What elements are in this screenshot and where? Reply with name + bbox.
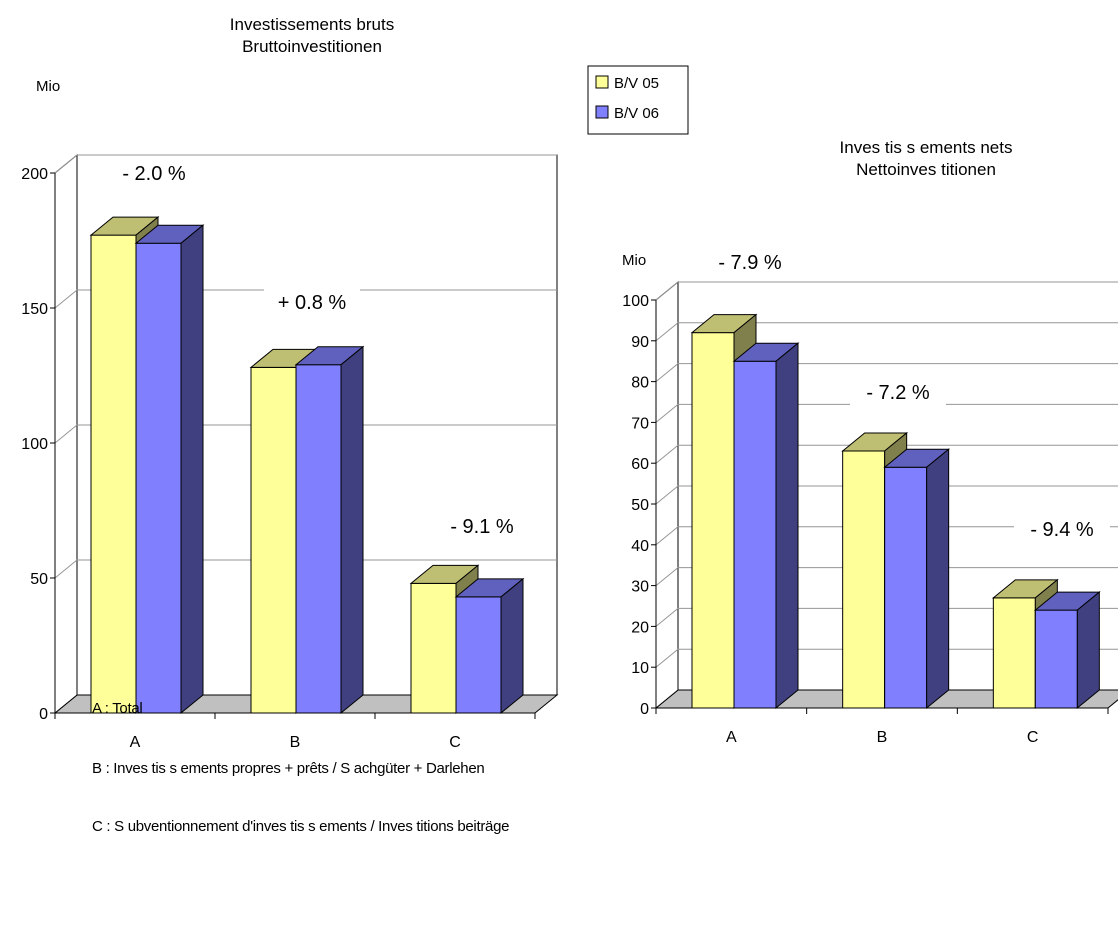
- bar-side: [775, 342, 799, 710]
- bar-side: [926, 448, 950, 710]
- bar-front: [884, 466, 928, 709]
- bar-front: [842, 450, 886, 709]
- y-tick-label: 50: [631, 497, 649, 514]
- annotation-bg: [434, 513, 530, 541]
- legend-label: B/V 05: [614, 75, 659, 92]
- annotation-bg: [850, 379, 946, 407]
- y-tick-label: 200: [21, 166, 48, 183]
- y-tick-label: 50: [30, 571, 48, 588]
- category-label: C: [1027, 729, 1039, 746]
- chart-net-investments: 0 10 20 30 40 50 60 70 80 90 100 Mio Inves tis s eme…: [622, 138, 1118, 746]
- gridline: [655, 648, 1118, 668]
- gridline: [655, 403, 1118, 423]
- gridline: [54, 424, 557, 444]
- category-label: B: [877, 729, 888, 746]
- bar-side: [340, 345, 364, 715]
- change-annotation: - 2.0 %: [122, 163, 186, 185]
- gridline: [54, 289, 557, 309]
- category-label: C: [449, 734, 461, 751]
- annotation-bg: [1014, 516, 1110, 544]
- chart-title: Inves tis s ements nets: [840, 138, 1013, 157]
- gridline: [54, 154, 557, 174]
- note-b: B : Inves tis s ements propres + prêts /…: [92, 760, 485, 777]
- bar-side: [1076, 591, 1100, 710]
- bar-front: [1034, 609, 1078, 709]
- bar-side: [500, 577, 524, 715]
- y-tick-label: 60: [631, 456, 649, 473]
- y-tick-label: 0: [640, 701, 649, 718]
- bar-front: [250, 366, 297, 714]
- annotation-bg: [264, 289, 360, 317]
- gridline: [655, 322, 1118, 342]
- legend-swatch: [595, 75, 609, 89]
- gridline: [655, 607, 1118, 627]
- legend-swatch: [595, 105, 609, 119]
- gridline: [655, 485, 1118, 505]
- bar-front: [410, 582, 457, 714]
- legend-label: B/V 06: [614, 105, 659, 122]
- note-a: A : Total: [92, 700, 143, 717]
- y-tick-label: 0: [39, 706, 48, 723]
- chart-title: Investissements bruts: [230, 15, 394, 34]
- change-annotation: - 9.4 %: [1030, 519, 1094, 541]
- category-label: A: [726, 729, 737, 746]
- y-axis-label: Mio: [36, 78, 60, 95]
- gridline: [655, 281, 1118, 301]
- change-annotation: + 0.8 %: [278, 292, 347, 314]
- y-tick-label: 40: [631, 538, 649, 555]
- y-tick-label: 20: [631, 619, 649, 636]
- category-label: B: [290, 734, 301, 751]
- gridline: [54, 559, 557, 579]
- note-c: C : S ubventionnement d'inves tis s emen…: [92, 818, 510, 835]
- chart-subtitle: Nettoinves titionen: [856, 160, 996, 179]
- bar-front: [992, 597, 1036, 709]
- legend: B/V 05 B/V 06: [587, 65, 689, 135]
- bar-front: [455, 596, 502, 714]
- gridline: [655, 363, 1118, 382]
- category-label: A: [130, 734, 141, 751]
- y-tick-label: 150: [21, 301, 48, 318]
- gridline: [655, 567, 1118, 586]
- bar-front: [135, 242, 182, 714]
- bar-front: [295, 364, 342, 714]
- y-tick-label: 80: [631, 375, 649, 392]
- y-tick-label: 100: [622, 293, 649, 310]
- gridline: [655, 444, 1118, 464]
- bar-side: [180, 224, 204, 715]
- y-axis-label: Mio: [622, 252, 646, 269]
- change-annotation: - 7.2 %: [866, 382, 930, 404]
- chart-gross-investments: 0 50 100 150 200 Mio Investissements bruts Brut…: [21, 15, 559, 751]
- y-tick-label: 100: [21, 436, 48, 453]
- y-tick-label: 30: [631, 579, 649, 596]
- annotation-bg: [702, 249, 798, 277]
- gridline: [655, 526, 1118, 546]
- y-tick-label: 10: [631, 660, 649, 677]
- bar-front: [90, 234, 137, 714]
- annotation-bg: [106, 160, 202, 188]
- y-tick-label: 90: [631, 334, 649, 351]
- chart-subtitle: Bruttoinvestitionen: [242, 37, 382, 56]
- change-annotation: - 9.1 %: [450, 516, 514, 538]
- bar-front: [733, 360, 777, 709]
- change-annotation: - 7.9 %: [718, 252, 782, 274]
- bar-front: [691, 332, 735, 709]
- y-tick-label: 70: [631, 415, 649, 432]
